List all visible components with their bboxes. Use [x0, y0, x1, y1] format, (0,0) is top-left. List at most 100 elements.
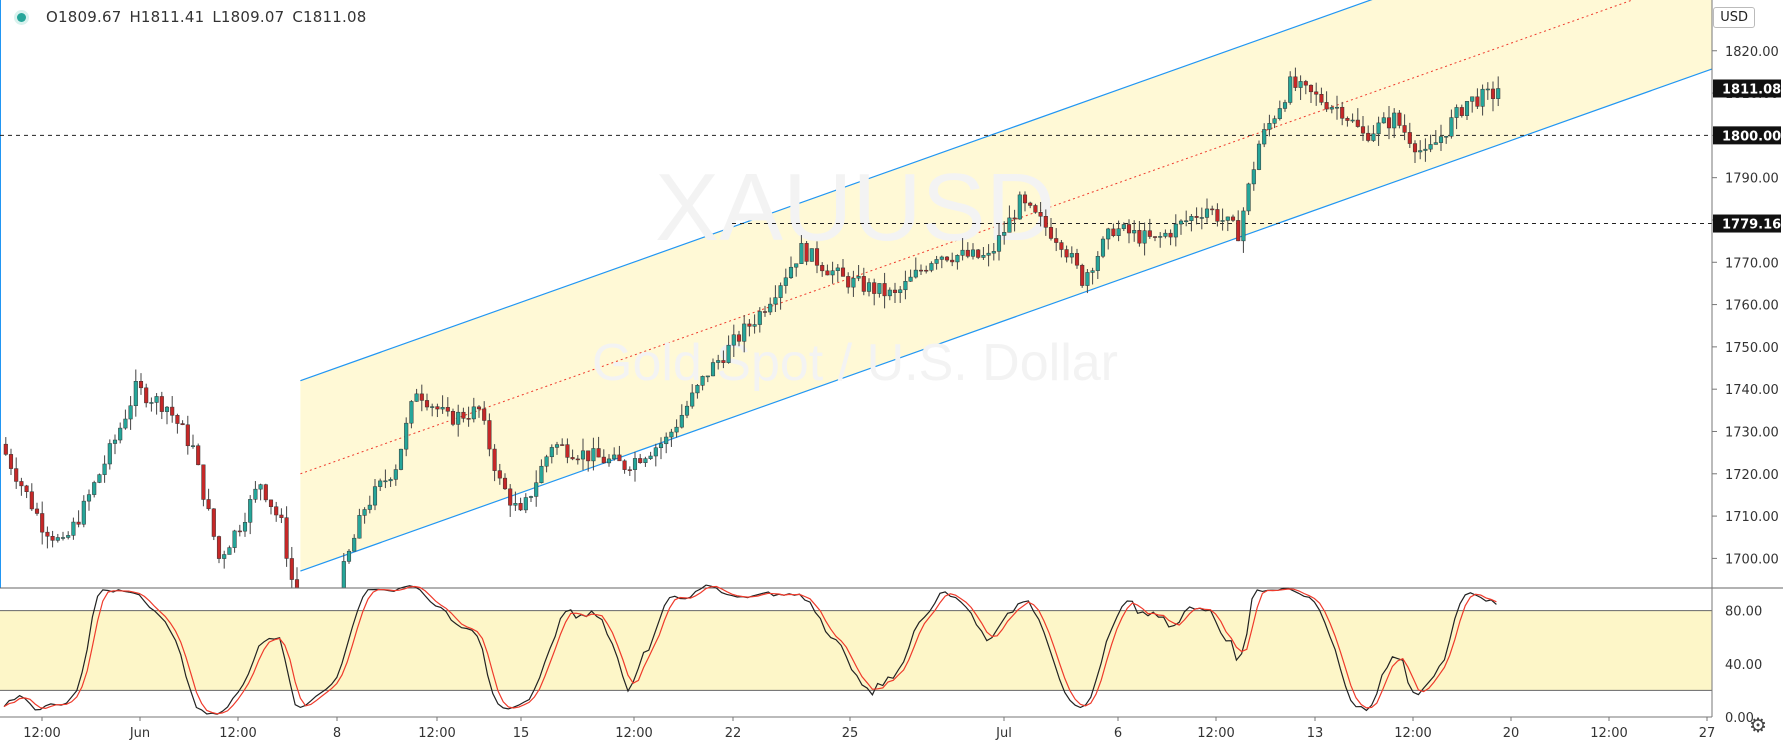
candle[interactable]	[274, 501, 279, 522]
candle[interactable]	[591, 437, 596, 471]
candle[interactable]	[970, 243, 976, 260]
candle[interactable]	[60, 531, 66, 541]
candle[interactable]	[40, 501, 45, 545]
candle[interactable]	[388, 477, 393, 487]
candle[interactable]	[263, 483, 268, 503]
candle[interactable]	[892, 282, 898, 304]
candle[interactable]	[742, 315, 747, 353]
candle[interactable]	[1449, 109, 1454, 139]
candle[interactable]	[3, 437, 8, 456]
candle[interactable]	[788, 256, 794, 279]
candle[interactable]	[450, 408, 456, 427]
candle[interactable]	[986, 244, 991, 267]
candle[interactable]	[1256, 140, 1262, 171]
candle[interactable]	[1220, 208, 1225, 231]
candle[interactable]	[846, 272, 851, 294]
candle[interactable]	[950, 252, 955, 267]
candle[interactable]	[539, 459, 544, 484]
candle[interactable]	[565, 438, 570, 464]
candle[interactable]	[575, 455, 580, 465]
candle[interactable]	[1100, 236, 1106, 259]
candle[interactable]	[1199, 207, 1204, 230]
candle[interactable]	[1241, 207, 1246, 253]
candle[interactable]	[414, 388, 419, 402]
candle[interactable]	[606, 454, 612, 467]
candle[interactable]	[1121, 222, 1126, 232]
candle[interactable]	[279, 508, 284, 524]
candle[interactable]	[664, 432, 669, 454]
candle[interactable]	[102, 455, 107, 483]
candle[interactable]	[284, 506, 289, 567]
candle[interactable]	[362, 507, 367, 524]
candle[interactable]	[596, 436, 601, 458]
candle[interactable]	[851, 270, 856, 297]
candle[interactable]	[830, 261, 835, 284]
candle[interactable]	[996, 223, 1002, 261]
candle[interactable]	[1277, 100, 1282, 121]
candle[interactable]	[903, 270, 908, 300]
candle[interactable]	[669, 428, 674, 447]
candle[interactable]	[1282, 99, 1288, 112]
candle[interactable]	[409, 400, 414, 429]
candle[interactable]	[232, 529, 237, 553]
candle[interactable]	[554, 441, 560, 455]
candle[interactable]	[1293, 67, 1298, 92]
candle[interactable]	[695, 384, 700, 399]
candle[interactable]	[1236, 210, 1241, 242]
candle[interactable]	[1225, 216, 1230, 232]
candle[interactable]	[1080, 263, 1085, 288]
candle[interactable]	[55, 533, 60, 543]
candle[interactable]	[794, 263, 799, 277]
candle[interactable]	[50, 530, 55, 548]
candle[interactable]	[939, 255, 944, 269]
candle[interactable]	[1454, 104, 1459, 130]
candle[interactable]	[882, 272, 887, 309]
candle[interactable]	[294, 567, 300, 619]
candle[interactable]	[617, 445, 622, 462]
candle[interactable]	[1433, 130, 1438, 145]
candle[interactable]	[248, 495, 253, 535]
candle[interactable]	[180, 420, 185, 426]
candle[interactable]	[690, 384, 695, 409]
candle[interactable]	[804, 241, 809, 266]
candle[interactable]	[1002, 221, 1007, 245]
candle[interactable]	[138, 373, 144, 395]
candle[interactable]	[456, 404, 461, 437]
candle[interactable]	[1412, 140, 1418, 163]
candle[interactable]	[710, 358, 716, 377]
candle[interactable]	[534, 470, 539, 507]
candle[interactable]	[1132, 220, 1137, 242]
candle[interactable]	[1475, 88, 1480, 110]
candle[interactable]	[149, 397, 154, 412]
candle[interactable]	[268, 499, 274, 515]
candle[interactable]	[440, 395, 445, 414]
candle[interactable]	[965, 242, 970, 259]
candle[interactable]	[1428, 134, 1433, 153]
candle[interactable]	[1246, 182, 1251, 215]
candle[interactable]	[762, 305, 768, 317]
candle[interactable]	[372, 479, 378, 511]
candle[interactable]	[809, 248, 814, 262]
candle[interactable]	[445, 397, 450, 417]
candle[interactable]	[700, 375, 705, 391]
candle[interactable]	[528, 495, 534, 502]
candle[interactable]	[991, 242, 996, 261]
candle[interactable]	[799, 235, 804, 264]
candle[interactable]	[1111, 223, 1116, 238]
candle[interactable]	[8, 448, 14, 476]
candle[interactable]	[185, 415, 190, 455]
candle[interactable]	[586, 450, 591, 472]
candle[interactable]	[1142, 222, 1147, 256]
candle[interactable]	[820, 262, 825, 277]
candle[interactable]	[1272, 115, 1277, 129]
candle[interactable]	[1459, 104, 1464, 118]
candle[interactable]	[154, 393, 159, 415]
candle[interactable]	[643, 456, 648, 467]
candle[interactable]	[1033, 203, 1038, 214]
candle[interactable]	[76, 510, 81, 528]
candle[interactable]	[934, 255, 939, 270]
candle[interactable]	[1116, 220, 1121, 242]
candle[interactable]	[71, 517, 76, 540]
candle[interactable]	[24, 484, 29, 499]
